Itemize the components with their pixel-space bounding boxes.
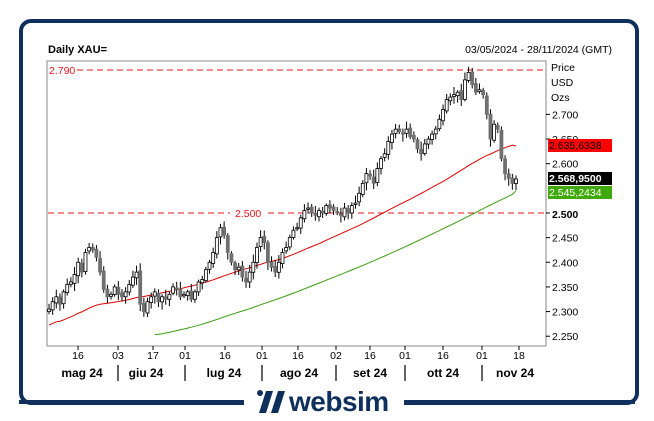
svg-text:2.500: 2.500 (552, 209, 578, 221)
x-axis: 16 03 17 01 16 01 16 02 16 01 16 01 18 mag 24 giu 24 lu… (61, 346, 534, 381)
plot-area (47, 61, 546, 346)
ref-label-mid: 2.500 (235, 208, 261, 220)
svg-text:16: 16 (437, 350, 449, 362)
month-label: ago 24 (280, 366, 318, 380)
svg-text:2.568,9500: 2.568,9500 (549, 173, 602, 185)
svg-text:16: 16 (292, 350, 304, 362)
svg-text:02: 02 (330, 350, 342, 362)
svg-text:2.250: 2.250 (552, 331, 578, 343)
svg-text:Price: Price (551, 62, 575, 74)
svg-text:16: 16 (72, 350, 84, 362)
month-label: nov 24 (496, 366, 534, 380)
svg-text:2.635,6338: 2.635,6338 (549, 140, 602, 152)
month-label: giu 24 (129, 366, 164, 380)
month-label: set 24 (353, 366, 387, 380)
svg-text:USD: USD (551, 77, 574, 89)
ref-label-top: 2.790 (49, 65, 75, 77)
svg-text:18: 18 (513, 350, 525, 362)
svg-text:2.545,2434: 2.545,2434 (549, 187, 602, 199)
svg-text:16: 16 (364, 350, 376, 362)
month-label: ott 24 (427, 366, 459, 380)
month-label: mag 24 (61, 366, 103, 380)
svg-text:2.600: 2.600 (552, 159, 578, 171)
svg-text:2.400: 2.400 (552, 257, 578, 269)
websim-logo-text: websim (289, 386, 389, 418)
svg-text:17: 17 (147, 350, 159, 362)
websim-logo-icon (256, 389, 290, 415)
month-label: lug 24 (207, 366, 242, 380)
svg-text:2.300: 2.300 (552, 307, 578, 319)
svg-text:2.350: 2.350 (552, 282, 578, 294)
price-chart: 2.790 2.500 Price USD Ozs 2.250 2.300 2.350 2.4… (0, 0, 654, 421)
svg-text:2.450: 2.450 (552, 233, 578, 245)
svg-text:01: 01 (476, 350, 488, 362)
y-axis: Price USD Ozs 2.250 2.300 2.350 2.400 2.450 2.50… (546, 62, 578, 343)
svg-text:Ozs: Ozs (551, 92, 570, 104)
svg-text:01: 01 (256, 350, 268, 362)
svg-text:16: 16 (219, 350, 231, 362)
footer-logo: websim (0, 383, 654, 419)
svg-text:03: 03 (112, 350, 124, 362)
svg-text:01: 01 (179, 350, 191, 362)
svg-text:01: 01 (399, 350, 411, 362)
svg-text:2.700: 2.700 (552, 109, 578, 121)
